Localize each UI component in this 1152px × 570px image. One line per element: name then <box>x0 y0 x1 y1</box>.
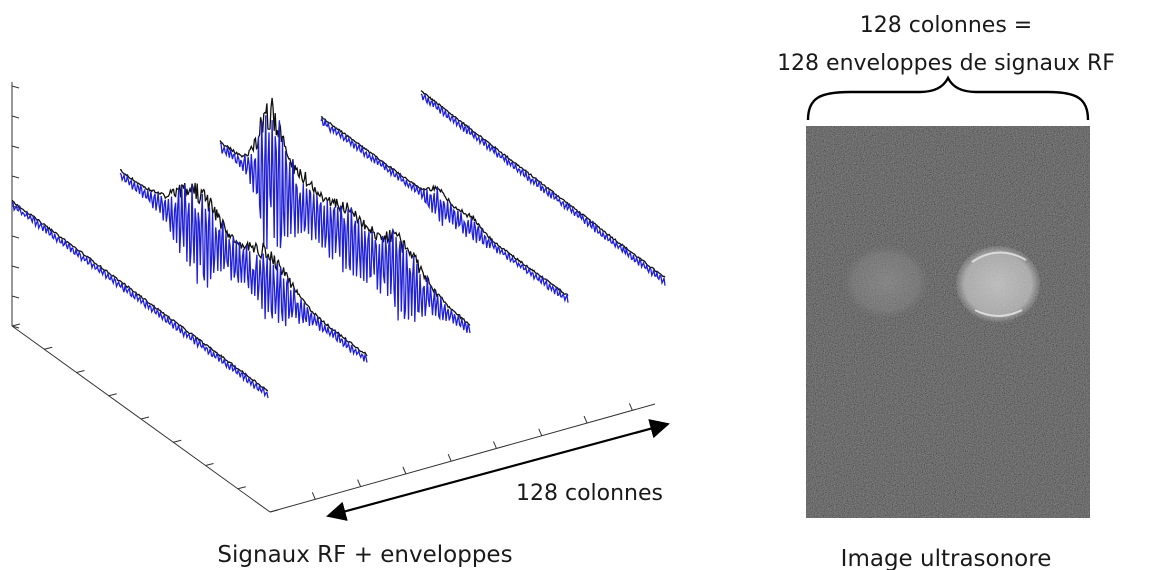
columns-double-arrow <box>326 419 670 521</box>
column-axis-tick <box>493 441 497 449</box>
depth-axis-tick <box>140 416 150 420</box>
lesion-right <box>956 246 1040 322</box>
trace-2 <box>320 116 569 303</box>
envelope-line <box>320 116 569 296</box>
z-axis-tick <box>11 115 20 119</box>
column-axis-tick <box>628 403 633 411</box>
envelope-line <box>120 169 368 357</box>
depth-axis-tick <box>44 346 53 350</box>
rf-signal-traces <box>11 90 666 399</box>
depth-axis-tick <box>11 323 21 327</box>
rf-signal-line <box>119 172 368 363</box>
brace-label-line1: 128 colonnes = <box>860 13 1032 38</box>
envelope-line <box>420 90 666 278</box>
lesion-left <box>842 244 930 320</box>
depth-axis-tick <box>205 463 214 466</box>
depth-axis-tick <box>76 370 85 373</box>
z-axis-tick <box>11 265 20 269</box>
trace-3 <box>219 97 471 334</box>
ultrasound-image <box>806 126 1090 518</box>
3d-axes <box>11 82 656 513</box>
curly-brace <box>806 75 1090 121</box>
right-caption: Image ultrasonore <box>841 546 1052 570</box>
column-axis-tick <box>311 492 316 500</box>
column-axis-tick <box>538 428 543 436</box>
column-axis-tick <box>583 415 588 424</box>
column-axis-tick <box>402 466 407 475</box>
envelope-line <box>11 199 269 392</box>
column-axis-tick <box>357 479 362 487</box>
columns-arrow-label: 128 colonnes <box>516 481 663 506</box>
trace-1 <box>420 90 666 286</box>
rf-signal-line <box>420 93 666 286</box>
trace-5 <box>11 199 269 399</box>
z-axis-tick <box>11 145 20 149</box>
z-axis-tick <box>11 175 20 179</box>
rf-signal-line <box>320 116 569 303</box>
rf-signal-line <box>11 201 269 399</box>
trace-4 <box>119 169 368 363</box>
z-axis-tick <box>11 295 20 299</box>
brace-label-line2: 128 enveloppes de signaux RF <box>777 51 1115 76</box>
z-axis-tick <box>11 85 20 89</box>
rf-signal-line <box>219 115 471 334</box>
depth-axis-tick <box>237 486 246 490</box>
depth-axis-tick <box>173 439 182 443</box>
z-axis-tick <box>11 235 20 239</box>
depth-axis-tick <box>108 393 117 397</box>
left-caption: Signaux RF + enveloppes <box>217 542 512 568</box>
column-axis-tick <box>447 453 452 462</box>
